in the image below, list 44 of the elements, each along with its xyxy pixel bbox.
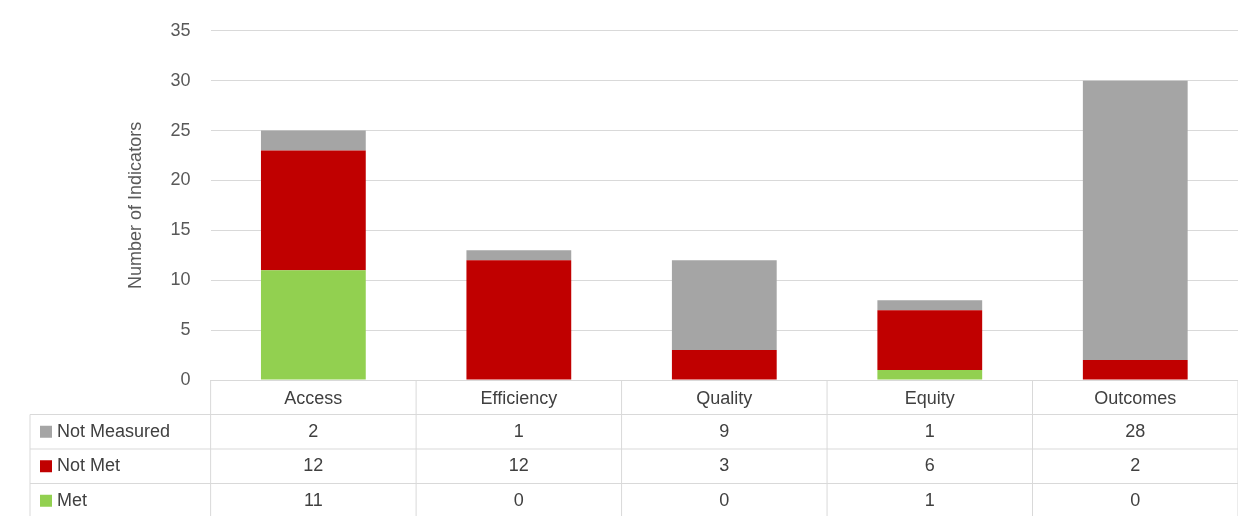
bar <box>877 300 983 311</box>
data-label: 1 <box>513 420 524 441</box>
y-tick-label: 30 <box>170 69 191 90</box>
x-tick-label: Access <box>284 387 343 408</box>
y-tick-label: 25 <box>170 119 191 140</box>
data-label: 3 <box>719 455 730 476</box>
bar <box>260 130 366 151</box>
bar <box>260 270 366 380</box>
data-label: 0 <box>1130 489 1141 510</box>
data-label: 6 <box>924 455 935 476</box>
bar <box>877 310 983 371</box>
y-tick-label: 20 <box>170 169 191 190</box>
bar <box>1082 80 1188 361</box>
x-tick-label: Efficiency <box>480 387 558 408</box>
bar <box>671 260 777 351</box>
legend-label: Not Measured <box>57 420 171 441</box>
bar <box>466 250 572 261</box>
data-label: 0 <box>513 489 524 510</box>
x-tick-label: Equity <box>904 387 955 408</box>
data-label: 28 <box>1125 420 1146 441</box>
data-label: 9 <box>719 420 730 441</box>
legend-label: Met <box>57 489 88 510</box>
y-tick-label: 10 <box>170 269 191 290</box>
x-tick-label: Quality <box>696 387 753 408</box>
data-label: 12 <box>303 455 324 476</box>
y-tick-label: 15 <box>170 219 191 240</box>
data-label: 12 <box>508 455 529 476</box>
bar <box>466 260 572 380</box>
bar <box>671 350 777 380</box>
data-label: 2 <box>308 420 319 441</box>
y-tick-label: 0 <box>180 368 191 389</box>
data-label: 1 <box>924 489 935 510</box>
data-label: 2 <box>1130 455 1141 476</box>
bar <box>1082 360 1188 380</box>
data-label: 11 <box>304 489 323 510</box>
bar <box>877 370 983 380</box>
y-tick-label: 35 <box>170 19 191 40</box>
legend-label: Not Met <box>57 455 121 476</box>
data-label: 1 <box>924 420 935 441</box>
data-label: 0 <box>719 489 730 510</box>
x-tick-label: Outcomes <box>1094 387 1177 408</box>
y-tick-label: 5 <box>180 319 191 340</box>
bar <box>260 150 366 271</box>
y-axis-title: Number of Indicators <box>124 121 145 289</box>
